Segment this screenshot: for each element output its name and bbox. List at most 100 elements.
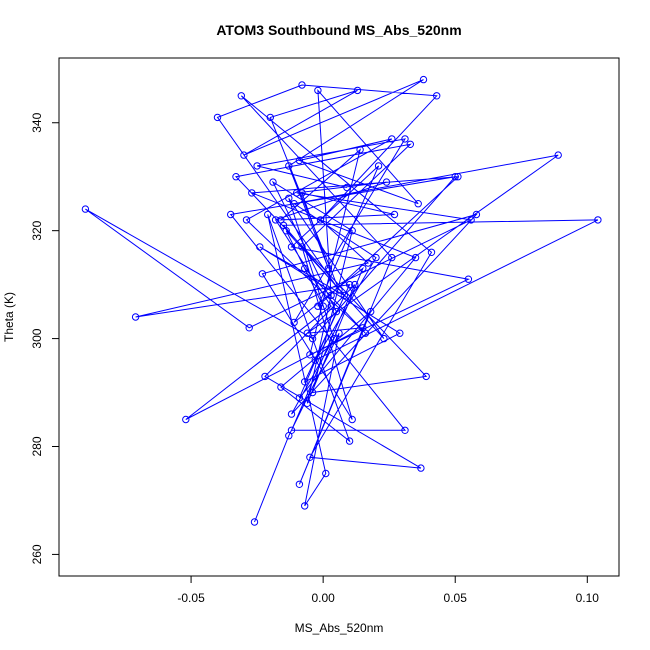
data-point-5 bbox=[264, 210, 272, 219]
data-point-51 bbox=[353, 86, 362, 95]
data-point-52 bbox=[240, 151, 248, 159]
data-point-41 bbox=[301, 378, 309, 386]
data-point-82 bbox=[285, 194, 293, 203]
data-point-7 bbox=[277, 383, 285, 391]
data-point-66 bbox=[248, 189, 256, 197]
data-point-93 bbox=[327, 291, 335, 300]
data-point-33 bbox=[290, 200, 298, 208]
data-point-48 bbox=[213, 113, 222, 122]
data-point-21 bbox=[308, 334, 317, 343]
data-point-67 bbox=[411, 253, 420, 262]
data-point-15 bbox=[261, 372, 269, 381]
data-point-44 bbox=[364, 259, 372, 267]
x-tick-label-0: -0.05 bbox=[177, 591, 205, 605]
data-point-29 bbox=[182, 415, 190, 424]
data-point-65 bbox=[454, 173, 462, 181]
data-point-62 bbox=[287, 243, 296, 251]
x-tick-label-1: 0.00 bbox=[311, 591, 335, 605]
data-point-57 bbox=[390, 210, 399, 219]
data-point-85 bbox=[319, 302, 327, 310]
data-point-64 bbox=[314, 302, 322, 310]
data-point-97 bbox=[401, 135, 409, 143]
data-point-24 bbox=[467, 216, 475, 224]
data-point-6 bbox=[345, 437, 354, 445]
data-point-58 bbox=[277, 216, 285, 224]
data-point-80 bbox=[287, 410, 296, 418]
data-point-76 bbox=[298, 243, 306, 251]
data-point-92 bbox=[314, 86, 322, 95]
data-point-47 bbox=[298, 81, 306, 89]
data-point-43 bbox=[131, 313, 140, 321]
data-point-56 bbox=[298, 189, 306, 197]
data-point-71 bbox=[348, 227, 356, 235]
data-point-9 bbox=[295, 480, 304, 488]
data-point-23 bbox=[245, 324, 253, 332]
data-point-46 bbox=[433, 92, 441, 100]
y-tick-label-2: 300 bbox=[30, 328, 44, 348]
data-point-75 bbox=[406, 140, 414, 149]
data-point-39 bbox=[256, 243, 264, 251]
data-point-72 bbox=[308, 388, 317, 397]
data-point-27 bbox=[271, 216, 280, 224]
y-axis: 260 280 300 320 340 bbox=[30, 112, 59, 564]
y-tick-label-1: 280 bbox=[30, 436, 44, 456]
series-line-0 bbox=[85, 79, 599, 523]
data-point-81 bbox=[330, 334, 338, 343]
data-point-14 bbox=[417, 464, 425, 472]
data-point-22 bbox=[81, 205, 90, 213]
data-point-55 bbox=[324, 264, 333, 273]
data-point-91 bbox=[414, 200, 422, 208]
data-point-12 bbox=[427, 248, 436, 257]
data-point-18 bbox=[401, 426, 409, 434]
data-point-50 bbox=[266, 113, 274, 122]
y-tick-label-3: 320 bbox=[30, 220, 44, 240]
data-point-13 bbox=[306, 453, 314, 461]
data-point-74 bbox=[232, 173, 240, 181]
data-point-96 bbox=[290, 318, 298, 327]
y-tick-label-0: 260 bbox=[30, 544, 44, 564]
data-point-10 bbox=[388, 253, 396, 262]
data-point-87 bbox=[361, 329, 370, 337]
data-point-63 bbox=[374, 162, 383, 170]
y-axis-label: Theta (K) bbox=[2, 292, 16, 342]
data-point-49 bbox=[335, 286, 343, 294]
data-point-42 bbox=[345, 280, 354, 289]
plot-frame bbox=[58, 57, 620, 577]
data-point-3 bbox=[301, 502, 309, 510]
data-point-54 bbox=[285, 162, 293, 170]
x-tick-label-2: 0.05 bbox=[444, 591, 468, 605]
data-point-90 bbox=[295, 156, 304, 165]
data-point-95 bbox=[359, 264, 367, 273]
data-point-28 bbox=[327, 302, 335, 310]
data-point-8 bbox=[367, 307, 375, 316]
data-point-0 bbox=[250, 518, 259, 526]
data-point-40 bbox=[396, 329, 404, 337]
data-point-4 bbox=[322, 469, 330, 478]
data-point-70 bbox=[269, 178, 277, 186]
data-point-84 bbox=[282, 227, 290, 235]
series-layer bbox=[81, 75, 602, 526]
data-point-89 bbox=[388, 135, 396, 143]
data-point-79 bbox=[472, 210, 481, 219]
data-point-45 bbox=[316, 216, 325, 224]
data-point-99 bbox=[343, 183, 351, 192]
data-point-11 bbox=[237, 92, 246, 100]
data-point-20 bbox=[451, 173, 459, 181]
data-point-17 bbox=[287, 426, 296, 434]
data-point-60 bbox=[306, 351, 314, 359]
data-point-94 bbox=[303, 399, 311, 407]
data-point-59 bbox=[356, 146, 364, 154]
data-point-25 bbox=[293, 189, 301, 197]
data-point-16 bbox=[351, 280, 359, 289]
data-point-19 bbox=[227, 210, 235, 219]
data-point-68 bbox=[295, 394, 304, 402]
data-point-26 bbox=[382, 178, 391, 186]
data-point-98 bbox=[253, 162, 261, 170]
data-point-2 bbox=[335, 329, 343, 337]
x-axis: -0.05 0.00 0.05 0.10 bbox=[177, 576, 599, 605]
data-point-32 bbox=[554, 151, 562, 159]
data-point-78 bbox=[258, 270, 267, 278]
data-point-36 bbox=[594, 216, 602, 224]
data-point-86 bbox=[301, 264, 309, 273]
